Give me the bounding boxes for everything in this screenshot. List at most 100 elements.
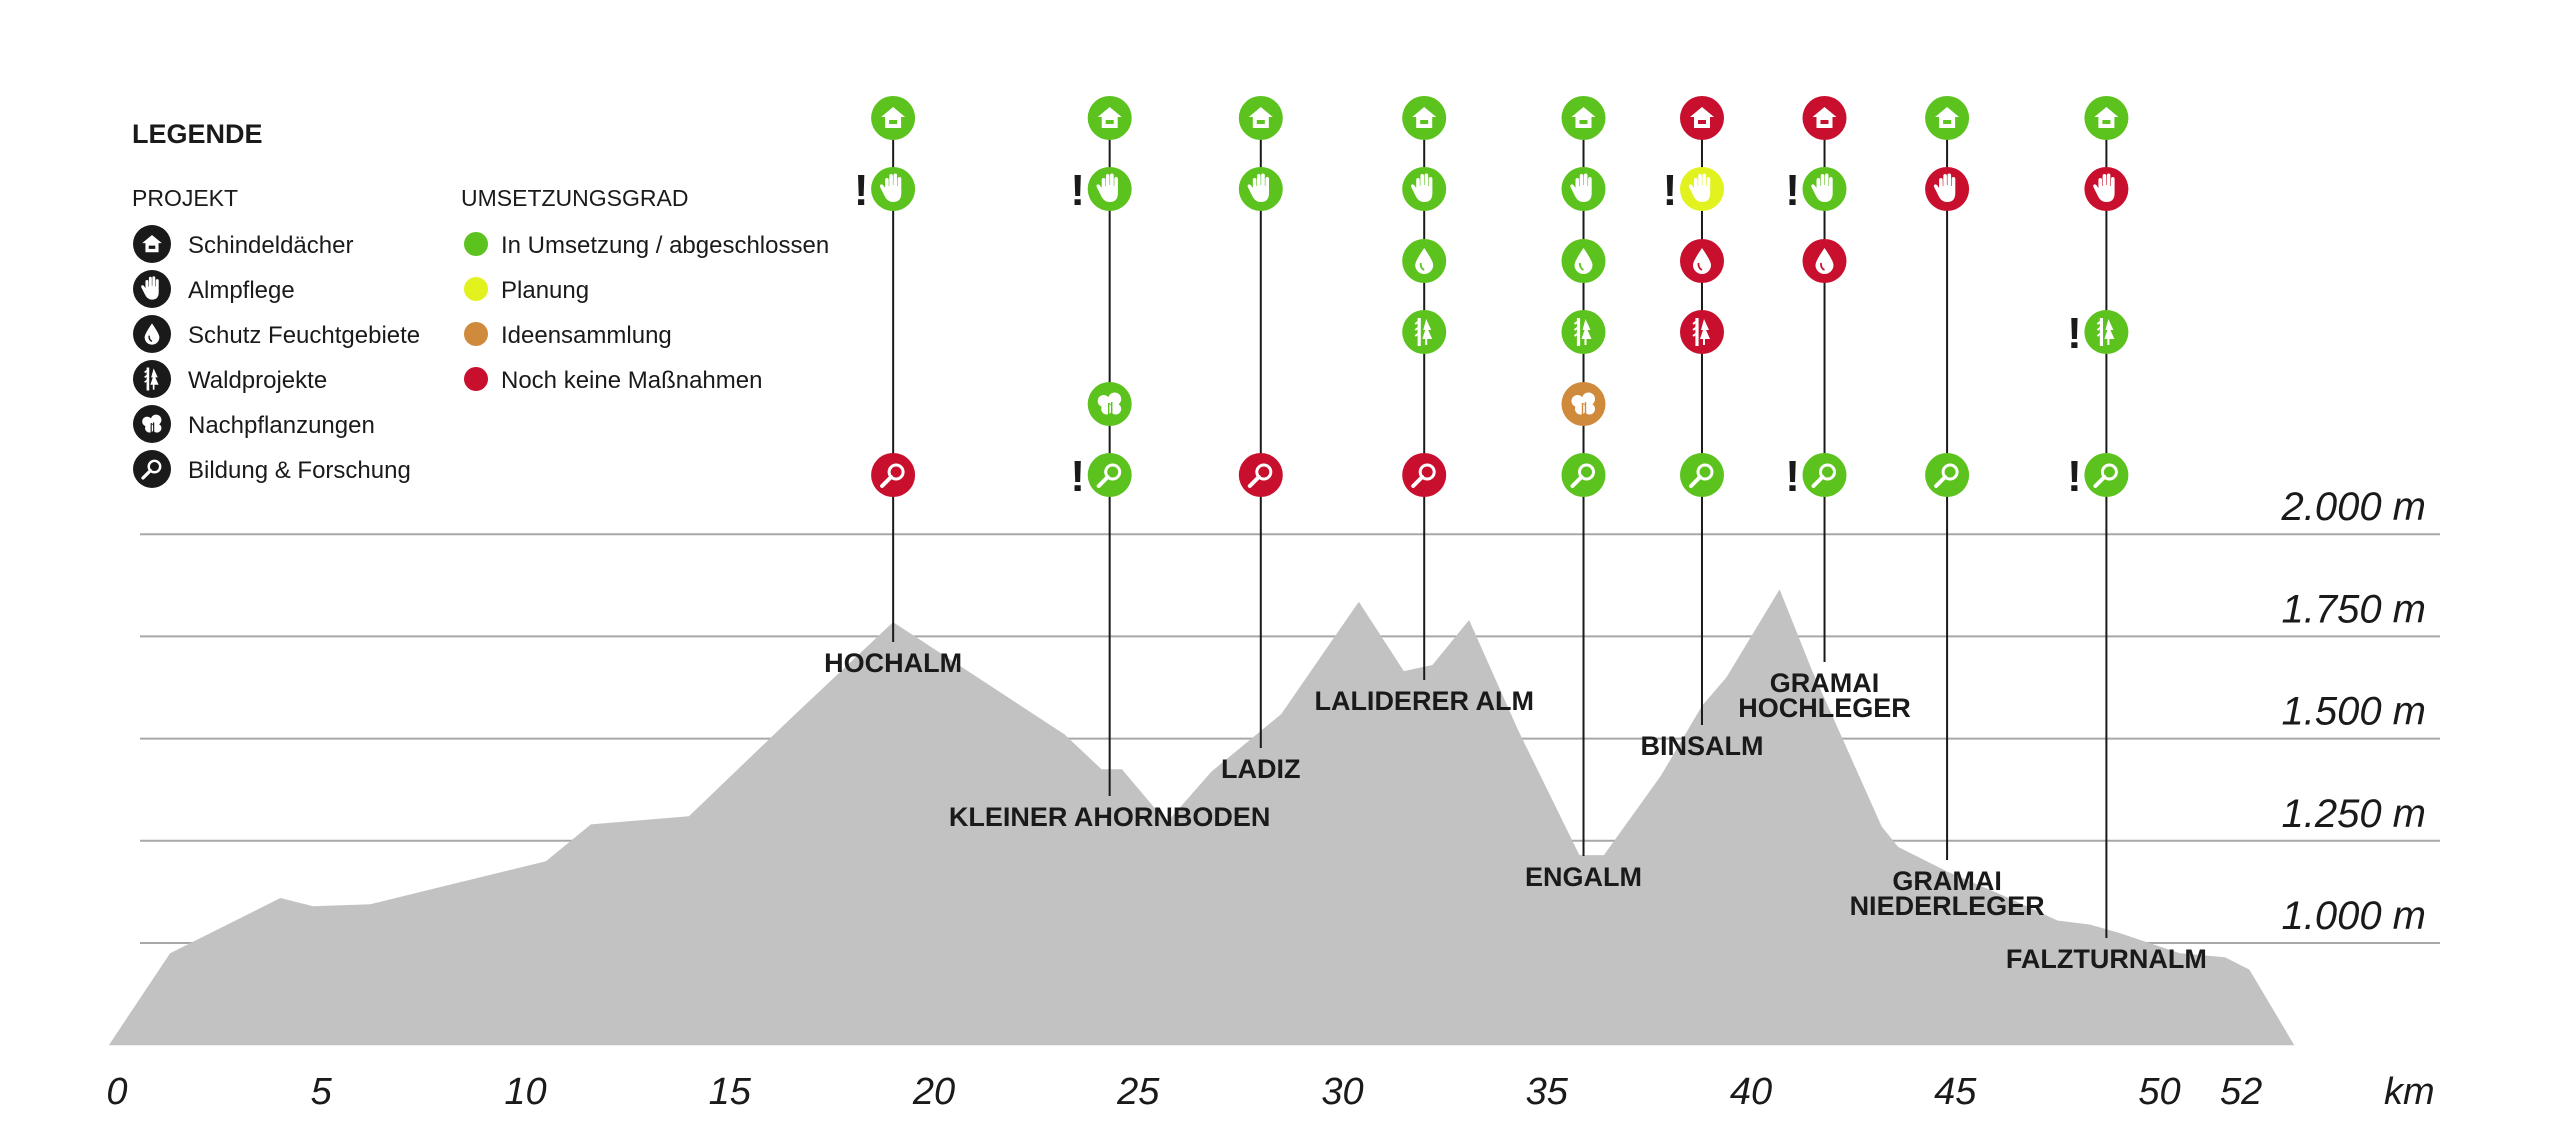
forest-icon bbox=[133, 360, 171, 398]
drop-icon bbox=[133, 315, 171, 353]
house-status-icon bbox=[1680, 96, 1724, 140]
hut-label: ENGALM bbox=[1525, 862, 1642, 892]
x-tick-label: 0 bbox=[106, 1071, 127, 1113]
legend-status-dot-red bbox=[464, 367, 488, 391]
legend-umsetzung-header: UMSETZUNGSGRAD bbox=[461, 185, 688, 211]
project-icons-layer: !!!!!!!! bbox=[854, 96, 2129, 501]
hut-label: HOCHALM bbox=[824, 648, 962, 678]
forest-status-icon bbox=[1561, 310, 1606, 354]
hut-label: KLEINER AHORNBODEN bbox=[949, 802, 1271, 832]
search-icon bbox=[133, 450, 171, 488]
x-tick-label: 20 bbox=[912, 1071, 955, 1113]
legend-projects: Schindeldächer Almpflege Schutz Feuchtgebi… bbox=[133, 225, 420, 488]
search-status-icon bbox=[2084, 453, 2129, 497]
flag-exclamation: ! bbox=[1070, 452, 1085, 501]
hut-label: GRAMAI bbox=[1892, 866, 2002, 896]
legend-project-label: Almpflege bbox=[188, 277, 295, 304]
legend-status-label: Ideensammlung bbox=[501, 322, 672, 349]
y-tick-label: 1.250 m bbox=[2281, 792, 2426, 836]
x-tick-label: 50 bbox=[2138, 1071, 2180, 1113]
legend-project-label: Schutz Feuchtgebiete bbox=[188, 322, 420, 349]
x-tick-label: 15 bbox=[709, 1071, 752, 1113]
legend-project-label: Bildung & Forschung bbox=[188, 457, 411, 484]
hut-label: HOCHLEGER bbox=[1738, 693, 1911, 723]
x-tick-label: 25 bbox=[1116, 1071, 1160, 1113]
flag-exclamation: ! bbox=[1070, 166, 1085, 215]
hut-label: LADIZ bbox=[1221, 754, 1300, 784]
legend: LEGENDE PROJEKT UMSETZUNGSGRAD Schindeld… bbox=[132, 119, 829, 488]
house-icon bbox=[133, 225, 171, 263]
y-tick-label: 1.000 m bbox=[2281, 894, 2426, 938]
search-status-icon bbox=[1402, 453, 1447, 497]
house-status-icon bbox=[1925, 96, 1970, 140]
legend-title: LEGENDE bbox=[132, 119, 263, 149]
house-status-icon bbox=[1402, 96, 1447, 140]
forest-status-icon bbox=[2084, 310, 2129, 354]
drop-status-icon bbox=[1680, 239, 1724, 283]
house-status-icon bbox=[1238, 96, 1283, 140]
x-tick-label: 30 bbox=[1321, 1071, 1363, 1113]
hut-labels-layer: HOCHALM KLEINER AHORNBODEN LADIZ LALIDERER … bbox=[824, 648, 2207, 974]
tree-status-icon bbox=[1087, 382, 1132, 426]
search-status-icon bbox=[1680, 453, 1724, 497]
hut-label: BINSALM bbox=[1640, 731, 1763, 761]
legend-status-label: In Umsetzung / abgeschlossen bbox=[501, 232, 829, 259]
forest-status-icon bbox=[1402, 310, 1447, 354]
flag-exclamation: ! bbox=[2067, 309, 2082, 358]
hand-status-icon bbox=[1925, 167, 1970, 211]
legend-projekt-header: PROJEKT bbox=[132, 185, 238, 211]
house-status-icon bbox=[2084, 96, 2129, 140]
search-status-icon bbox=[1802, 453, 1847, 497]
hand-status-icon bbox=[1087, 167, 1132, 211]
y-tick-label: 1.500 m bbox=[2281, 690, 2426, 734]
hut-label: GRAMAI bbox=[1770, 668, 1880, 698]
hand-icon bbox=[133, 270, 171, 308]
legend-project-label: Waldprojekte bbox=[188, 367, 327, 394]
hut-label: NIEDERLEGER bbox=[1850, 891, 2045, 921]
house-status-icon bbox=[1802, 96, 1847, 140]
flag-exclamation: ! bbox=[1785, 452, 1800, 501]
hand-status-icon bbox=[2084, 167, 2129, 211]
drop-status-icon bbox=[1561, 239, 1606, 283]
flag-exclamation: ! bbox=[854, 166, 869, 215]
y-tick-label: 2.000 m bbox=[2280, 485, 2426, 529]
terrain-profile-area bbox=[108, 589, 2295, 1046]
house-status-icon bbox=[1561, 96, 1606, 140]
x-tick-label: 10 bbox=[504, 1071, 546, 1113]
search-status-icon bbox=[1238, 453, 1283, 497]
flag-exclamation: ! bbox=[1785, 166, 1800, 215]
terrain-layer bbox=[108, 589, 2295, 1046]
legend-project-label: Nachpflanzungen bbox=[188, 412, 375, 439]
x-tick-label: 5 bbox=[311, 1071, 333, 1113]
legend-project-label: Schindeldächer bbox=[188, 232, 353, 259]
y-tick-label: 1.750 m bbox=[2281, 587, 2426, 631]
axis-labels-layer: 1.000 m 1.250 m 1.500 m 1.750 m 2.000 m 0 5 10 1… bbox=[106, 485, 2434, 1113]
legend-status-label: Planung bbox=[501, 277, 589, 304]
flag-exclamation: ! bbox=[1663, 166, 1678, 215]
hand-status-icon bbox=[1561, 167, 1606, 211]
legend-status-dot-yellow bbox=[464, 277, 488, 301]
search-status-icon bbox=[871, 453, 916, 497]
drop-status-icon bbox=[1802, 239, 1847, 283]
search-status-icon bbox=[1561, 453, 1606, 497]
x-axis-label: km bbox=[2384, 1071, 2435, 1113]
legend-status-dot-orange bbox=[464, 322, 488, 346]
hand-status-icon bbox=[1680, 167, 1724, 211]
tree-icon bbox=[133, 405, 171, 443]
flag-exclamation: ! bbox=[2067, 452, 2082, 501]
house-status-icon bbox=[1087, 96, 1132, 140]
hut-label: LALIDERER ALM bbox=[1314, 686, 1533, 716]
legend-status-label: Noch keine Maßnahmen bbox=[501, 367, 762, 394]
x-tick-label: 40 bbox=[1730, 1071, 1772, 1113]
hand-status-icon bbox=[1402, 167, 1447, 211]
hand-status-icon bbox=[1238, 167, 1283, 211]
x-tick-label: 45 bbox=[1934, 1071, 1977, 1113]
search-status-icon bbox=[1087, 453, 1132, 497]
hut-label: FALZTURNALM bbox=[2006, 944, 2207, 974]
tree-status-icon bbox=[1561, 382, 1606, 426]
house-status-icon bbox=[871, 96, 916, 140]
search-status-icon bbox=[1925, 453, 1970, 497]
forest-status-icon bbox=[1680, 310, 1724, 354]
